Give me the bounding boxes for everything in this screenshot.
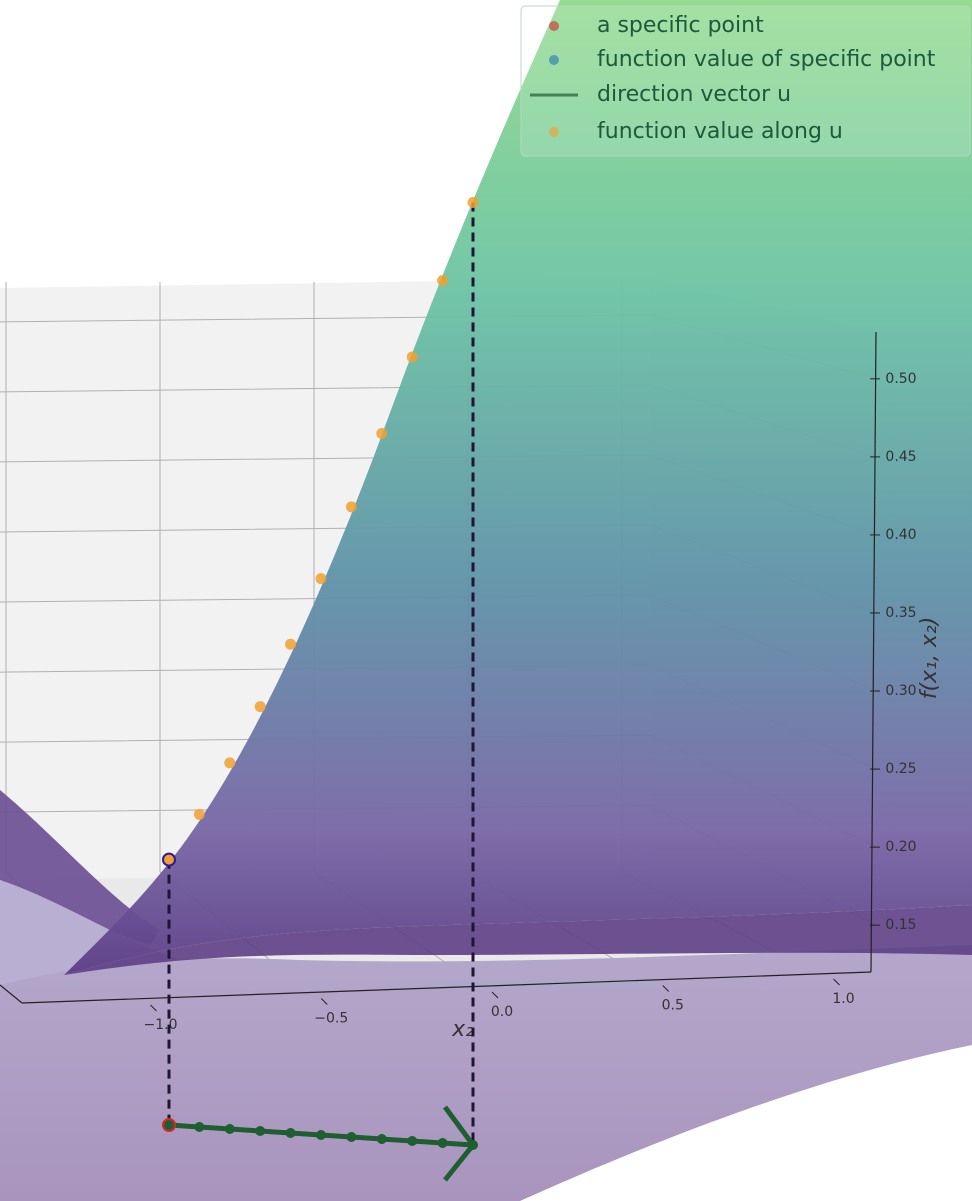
legend-marker	[549, 21, 559, 31]
direction-point	[316, 1130, 326, 1140]
value-point	[224, 757, 236, 769]
x-tick	[150, 1004, 157, 1012]
specific-point	[162, 1118, 176, 1132]
value-point	[345, 501, 357, 513]
value-point	[315, 573, 327, 585]
direction-point	[285, 1128, 296, 1138]
z-tick-label: 0.30	[885, 683, 916, 699]
z-tick-label: 0.50	[885, 371, 916, 387]
value-point	[437, 274, 449, 286]
x-tick	[833, 978, 840, 986]
y-axis-edge	[0, 984, 23, 1004]
z-tick-label: 0.15	[885, 917, 916, 933]
legend-label: direction vector u	[597, 82, 791, 107]
z-tick-label: 0.25	[885, 761, 916, 777]
direction-point	[376, 1134, 387, 1144]
z-axis	[870, 331, 877, 973]
x-tick	[491, 991, 499, 999]
value-point	[467, 196, 479, 208]
z-tick-label: 0.40	[885, 527, 916, 543]
surface-band	[64, 905, 972, 975]
x-tick-label: 1.0	[832, 991, 854, 1007]
x-axis	[21, 971, 872, 1004]
legend-label: a specific point	[597, 13, 764, 38]
marks: 0.15 0.20 0.25 0.30 0.35 0.40 0.45 0.50 −1.0 −0.5…	[144, 196, 917, 1182]
legend-box	[520, 5, 971, 157]
specific-value-point	[162, 852, 176, 867]
legend-label: function value along u	[597, 119, 843, 144]
direction-point	[407, 1136, 418, 1146]
x-tick-label: 0.0	[491, 1004, 513, 1020]
value-point	[254, 701, 266, 713]
direction-point	[468, 1140, 478, 1150]
legend-marker	[549, 127, 559, 137]
surface-front	[0, 945, 972, 1201]
value-point	[193, 808, 205, 820]
z-axis-label: f(x₁, x₂)	[917, 617, 942, 700]
z-tick-label: 0.20	[885, 839, 916, 855]
legend: a specific point function value of specif…	[530, 13, 936, 144]
direction-point	[255, 1126, 266, 1136]
direction-point	[194, 1122, 205, 1132]
x-tick	[662, 985, 670, 992]
z-tick-label: 0.45	[885, 449, 916, 465]
x-tick-label: −0.5	[314, 1011, 348, 1027]
x-tick-label: 0.5	[662, 998, 684, 1014]
x-axis-label: x₂	[451, 1017, 474, 1042]
direction-point	[224, 1124, 235, 1134]
direction-point	[437, 1138, 448, 1148]
surface	[64, 0, 972, 975]
x-tick-label: −1.0	[144, 1017, 178, 1033]
value-point	[285, 638, 297, 650]
value-point	[376, 427, 388, 439]
legend-label: function value of specific point	[597, 47, 936, 72]
surface-left	[0, 790, 160, 945]
x-tick	[320, 998, 328, 1005]
value-point	[406, 351, 418, 363]
direction-point	[346, 1132, 357, 1142]
z-tick-label: 0.35	[885, 605, 916, 621]
legend-marker	[549, 55, 559, 65]
